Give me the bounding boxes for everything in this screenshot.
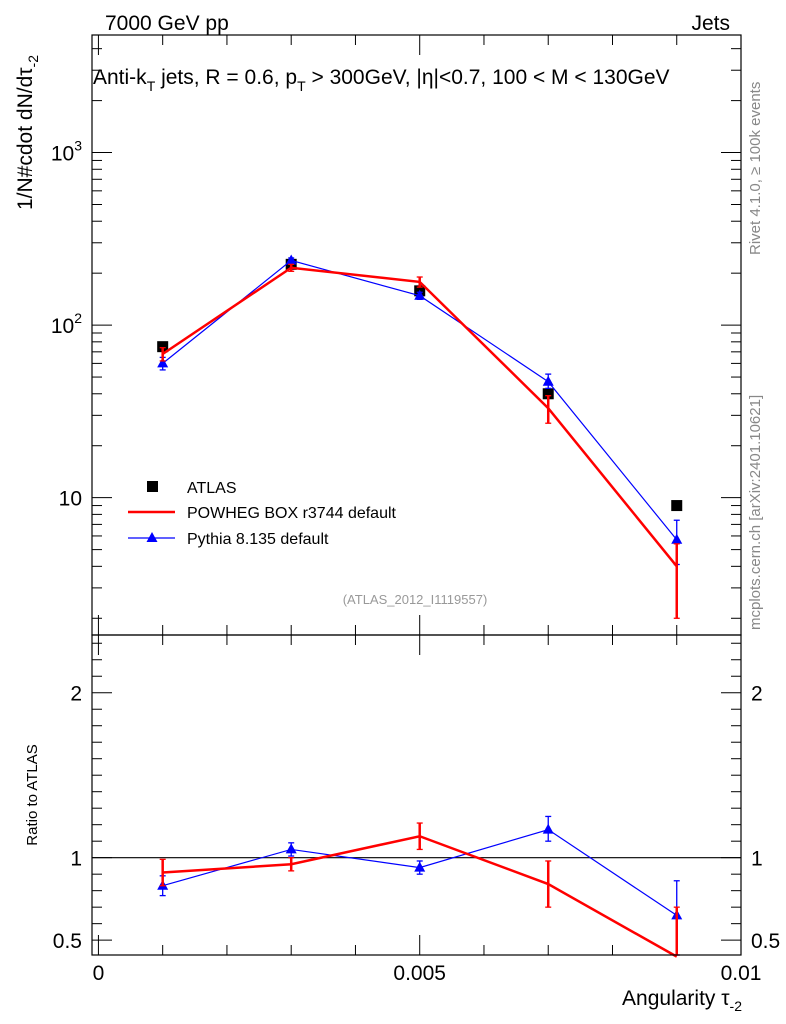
rivet-version-label: Rivet 4.1.0, ≥ 100k events [747,82,764,255]
legend: ATLAS POWHEG BOX r3744 default Pythia 8.… [128,480,397,548]
pythia-marker [157,357,169,368]
legend-powheg-label: POWHEG BOX r3744 default [187,505,397,522]
x-axis-label-sub: -2 [730,998,743,1014]
main-plot-title: Anti-kT jets, R = 0.6, pT > 300GeV, |η|<… [93,66,670,94]
legend-pythia-label: Pythia 8.135 default [187,531,329,548]
atlas-data-point [542,388,554,400]
ratio-axis-ticks: 0.5 0.5 1 1 2 2 0 0.005 0.01 [53,635,780,985]
ratio-y-axis-label: Ratio to ATLAS [24,744,41,845]
x-tick-label: 0.005 [393,962,446,985]
main-y-tick-base: 10 [59,488,82,511]
x-axis-label-text: Angularity τ [622,987,730,1010]
main-y-tick-base: 10 [51,315,74,338]
title-part-b: jets, R = 0.6, p [155,66,297,89]
pythia-ratio-marker [285,843,297,854]
main-y-tick-label: 103 [51,138,82,166]
ratio-y-tick-label-left: 1 [70,848,82,871]
atlas-data-point [671,500,683,512]
pythia-marker [414,289,426,300]
ratio-y-tick-label-right: 2 [751,683,763,706]
ratio-y-tick-label-left: 0.5 [53,930,82,953]
main-y-tick-base: 10 [51,143,74,166]
main-y-axis-label: 1/N#cdot dN/dτ-2 [14,55,41,210]
header-energy-label: 7000 GeV pp [105,12,229,35]
legend-atlas-marker [147,481,158,492]
ratio-y-tick-label-left: 2 [70,683,82,706]
mcplots-label: mcplots.cern.ch [arXiv:2401.10621] [747,395,764,630]
title-part-c: > 300GeV, |η|<0.7, 100 < M < 130GeV [306,66,670,89]
ratio-plot-frame [91,634,742,956]
ratio-y-tick-label-right: 0.5 [751,930,780,953]
pythia-marker [671,533,683,544]
header-jets-label: Jets [691,12,730,35]
main-series [157,254,683,619]
pythia-marker [542,375,554,386]
main-y-tick-label: 10 [59,488,82,511]
analysis-id-label: (ATLAS_2012_I1119557) [343,592,488,607]
main-y-tick-exp: 3 [74,138,82,154]
main-y-axis-label-text: 1/N#cdot dN/dτ [14,67,37,210]
title-sub-b: T [297,78,306,94]
main-y-axis-label-sub: -2 [25,55,41,68]
x-tick-label: 0.01 [721,962,762,985]
pythia-ratio-marker [542,823,554,834]
atlas-data-point [157,341,169,353]
title-part-a: Anti-k [93,66,147,89]
pythia-marker [285,254,297,265]
legend-pythia-marker [146,532,158,542]
pythia-ratio-marker [414,861,426,872]
x-tick-label: 0 [93,962,105,985]
ratio-y-tick-label-right: 1 [751,848,763,871]
title-sub-a: T [147,78,156,94]
main-y-tick-label: 102 [51,310,82,338]
main-y-tick-exp: 2 [74,310,82,326]
x-axis-label: Angularity τ-2 [622,987,742,1014]
legend-atlas-label: ATLAS [187,480,237,497]
